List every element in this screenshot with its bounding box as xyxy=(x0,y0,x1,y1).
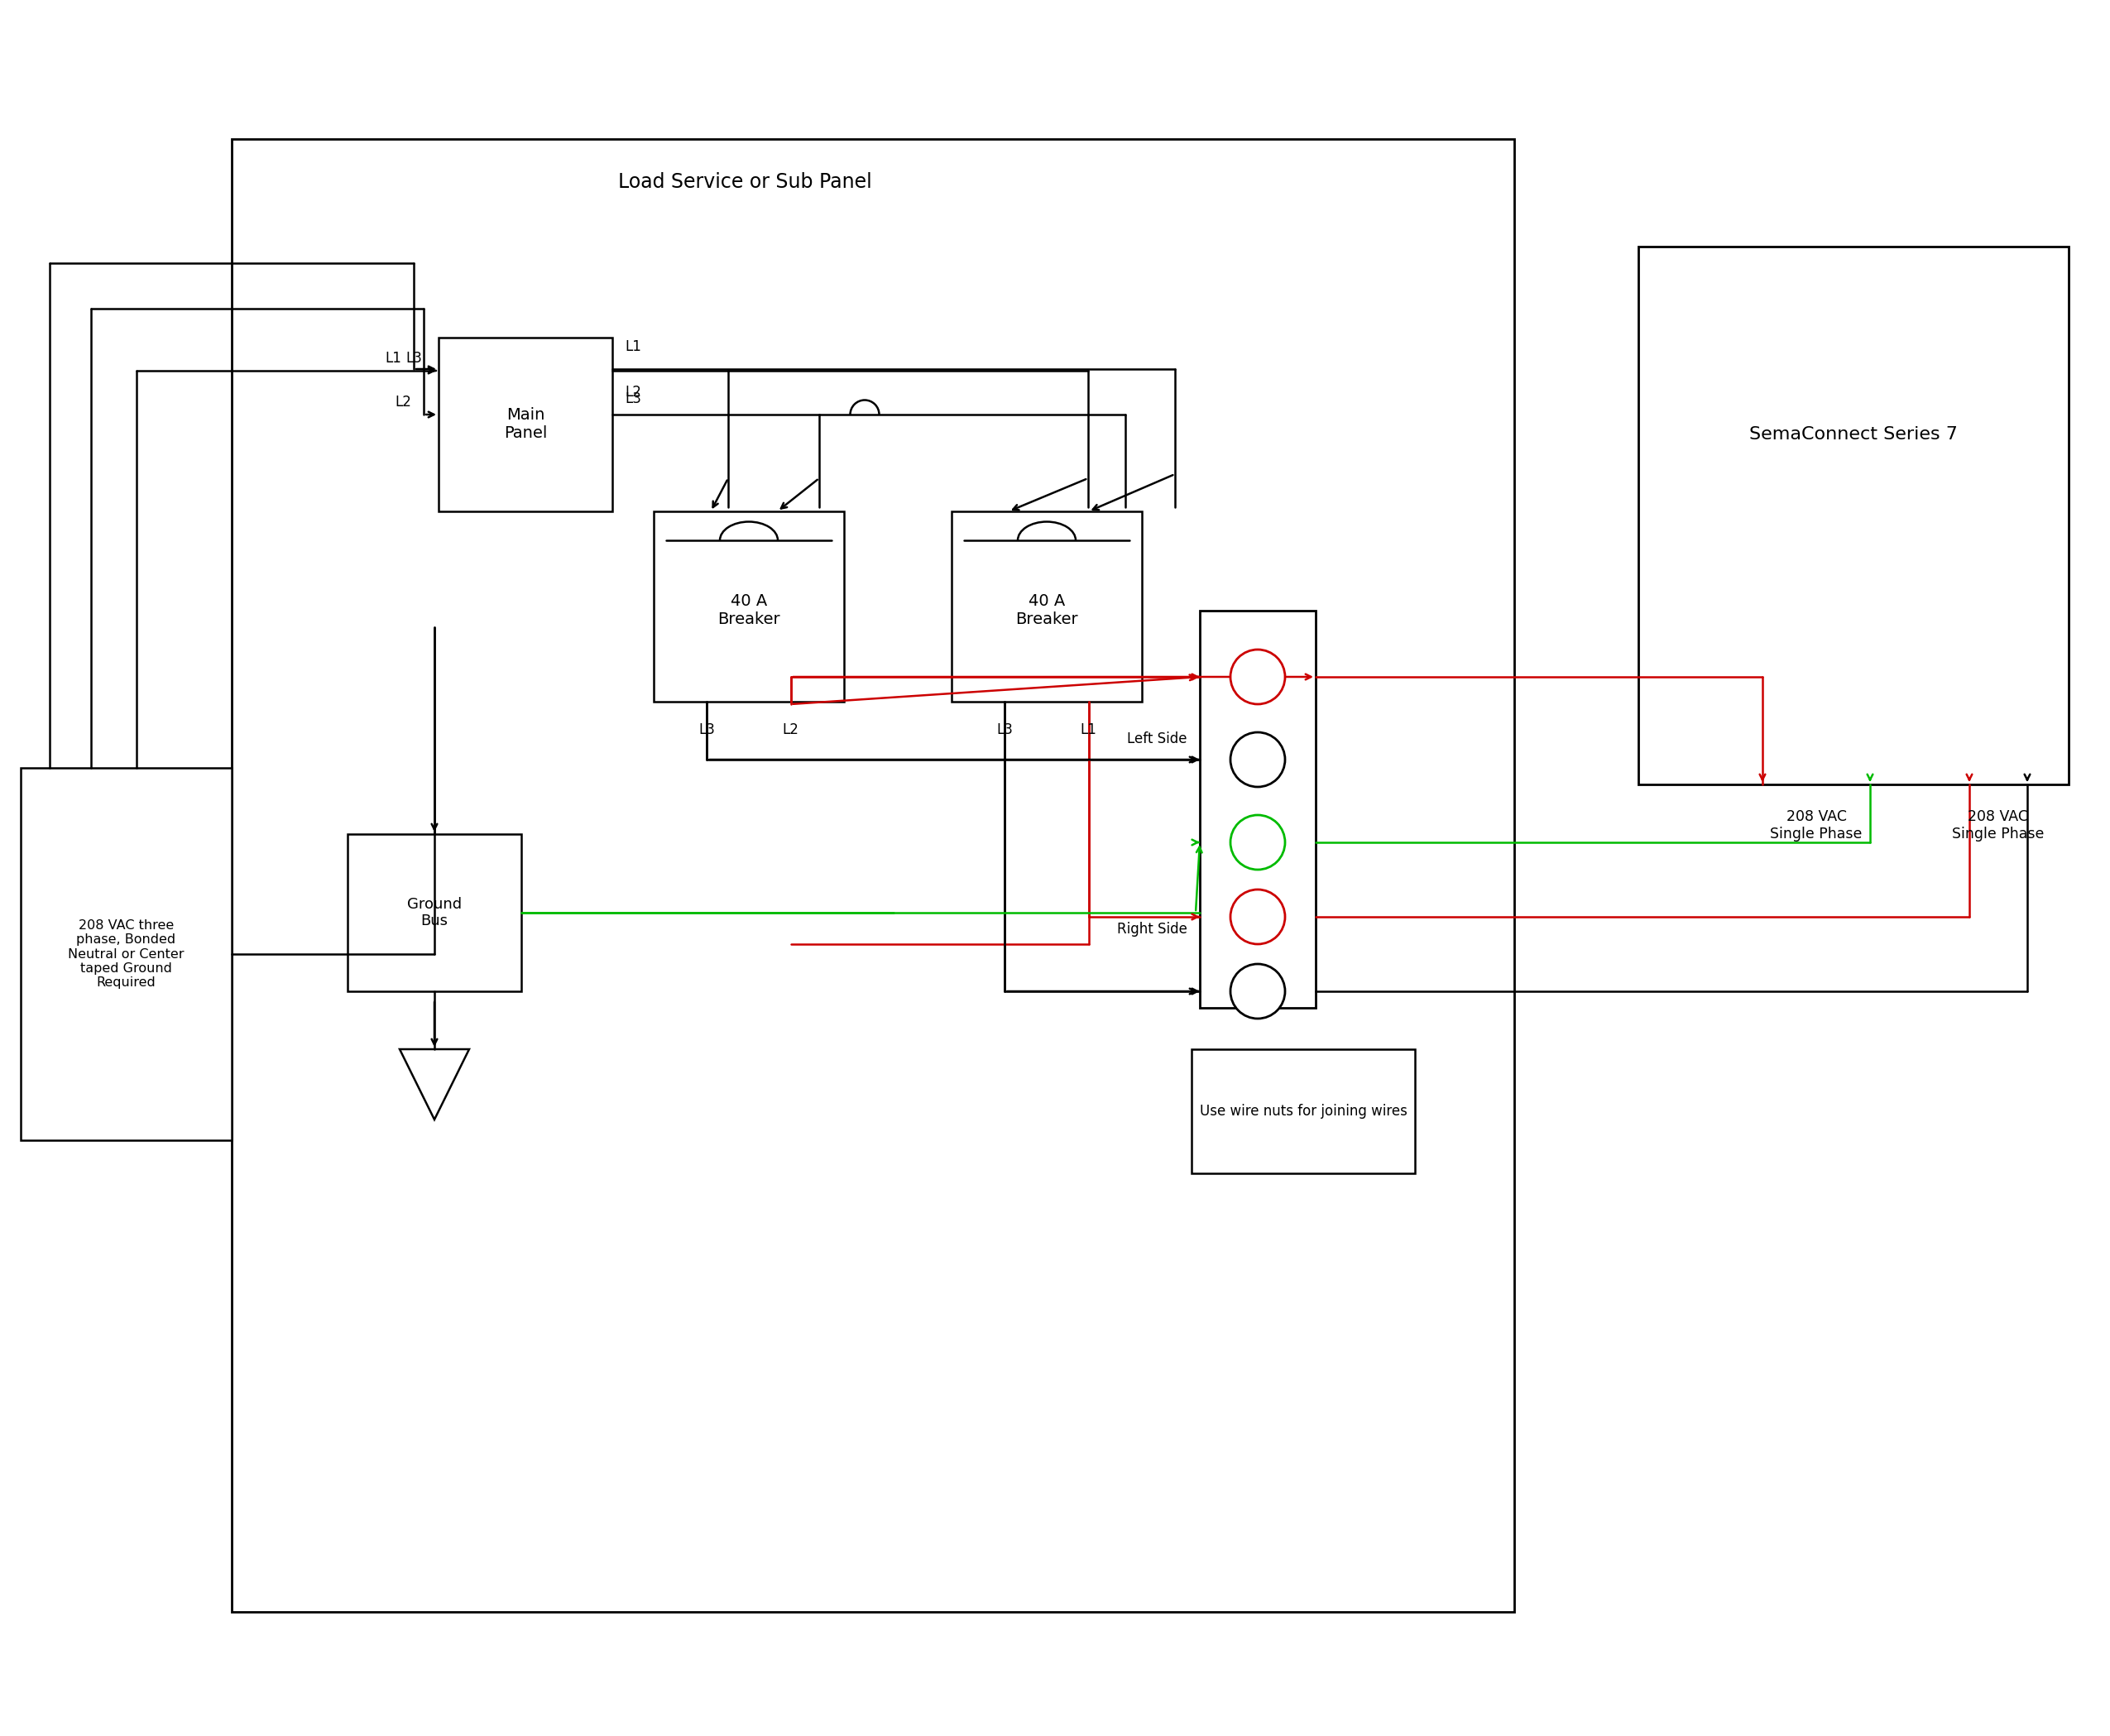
Text: Use wire nuts for joining wires: Use wire nuts for joining wires xyxy=(1198,1104,1407,1118)
Text: L2: L2 xyxy=(395,394,411,410)
Bar xyxy=(21,767,232,1141)
Text: Load Service or Sub Panel: Load Service or Sub Panel xyxy=(618,172,871,193)
Bar xyxy=(654,512,844,701)
Text: 208 VAC
Single Phase: 208 VAC Single Phase xyxy=(1952,809,2045,842)
Circle shape xyxy=(1230,649,1285,705)
Circle shape xyxy=(1230,733,1285,786)
Circle shape xyxy=(1230,963,1285,1019)
Circle shape xyxy=(1230,814,1285,870)
Text: L1: L1 xyxy=(384,351,401,366)
Text: L1: L1 xyxy=(625,339,641,354)
Text: 40 A
Breaker: 40 A Breaker xyxy=(1015,594,1078,628)
Text: SemaConnect Series 7: SemaConnect Series 7 xyxy=(1749,427,1958,443)
Text: L1: L1 xyxy=(1080,722,1097,738)
Bar xyxy=(1201,611,1317,1009)
Bar xyxy=(1192,1049,1416,1174)
Bar xyxy=(348,833,521,991)
Bar xyxy=(1637,247,2068,785)
Text: 40 A
Breaker: 40 A Breaker xyxy=(717,594,781,628)
Text: 208 VAC
Single Phase: 208 VAC Single Phase xyxy=(1770,809,1863,842)
Bar xyxy=(232,139,1515,1613)
Text: L2: L2 xyxy=(625,385,641,399)
Text: L2: L2 xyxy=(783,722,800,738)
Text: Main
Panel: Main Panel xyxy=(504,408,546,441)
Text: 208 VAC three
phase, Bonded
Neutral or Center
taped Ground
Required: 208 VAC three phase, Bonded Neutral or C… xyxy=(68,918,184,990)
Text: Right Side: Right Side xyxy=(1116,922,1188,937)
Text: L3: L3 xyxy=(698,722,715,738)
Text: L3: L3 xyxy=(996,722,1013,738)
Text: Ground
Bus: Ground Bus xyxy=(407,896,462,929)
Text: L3: L3 xyxy=(405,351,422,366)
Text: Left Side: Left Side xyxy=(1127,731,1188,746)
Bar xyxy=(439,337,612,512)
Bar xyxy=(952,512,1142,701)
Circle shape xyxy=(1230,889,1285,944)
Text: L3: L3 xyxy=(625,391,641,406)
